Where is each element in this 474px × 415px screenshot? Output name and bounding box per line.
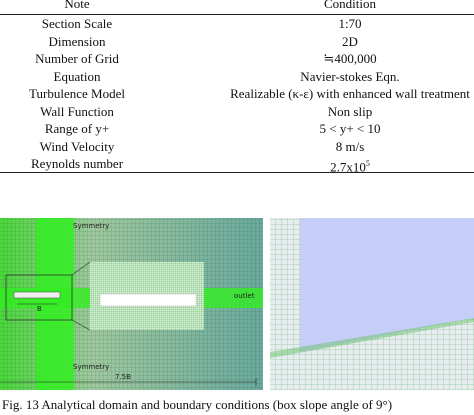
table-cell: Dimension: [48, 33, 106, 49]
table-cell: Wind Velocity: [39, 138, 115, 154]
table-cell: Realizable (κ-ε) with enhanced wall trea…: [230, 86, 470, 101]
table-cell: 8 m/s: [335, 138, 365, 154]
cell-text: 2.7x10: [330, 159, 366, 175]
table-cell: Range of y+: [44, 121, 110, 136]
header-rule: [0, 14, 474, 15]
table-cell: Non slip: [327, 103, 373, 119]
table: Note Condition Section Scale 1:70 Dimension 2…: [0, 0, 474, 175]
table-cell: Number of Grid: [35, 51, 119, 66]
table-cell: Equation: [53, 68, 101, 84]
boundary-label: Symmetry: [73, 363, 109, 371]
dimension-label: 7.5B: [115, 373, 131, 381]
table-cell: 2D: [342, 33, 358, 49]
boundary-label: Symmetry: [73, 222, 109, 230]
header-cell: Condition: [323, 0, 377, 11]
table-cell: Reynolds number: [30, 156, 124, 171]
table-cell: Wall Function: [40, 103, 114, 119]
table-cell: 5 < y+ < 10: [319, 121, 381, 136]
caption: Fig. 13 Analytical domain and boundary c…: [2, 397, 393, 412]
table-cell: 1:70: [338, 16, 362, 31]
boundary-label: outlet: [234, 292, 255, 300]
mesh-left: [0, 218, 263, 390]
bottom-rule: [0, 172, 474, 173]
superscript: 5: [365, 159, 370, 168]
table-cell: Section Scale: [41, 16, 113, 31]
dimension-label: B: [37, 305, 42, 313]
table-cell: ≒400,000: [323, 51, 377, 66]
table-cell: Navier-stokes Eqn.: [300, 68, 400, 84]
table-cell: Turbulence Model: [29, 86, 125, 101]
header-cell: Note: [64, 0, 90, 11]
table-cell: 2.7x105: [330, 156, 370, 175]
mesh-right: [270, 218, 474, 390]
